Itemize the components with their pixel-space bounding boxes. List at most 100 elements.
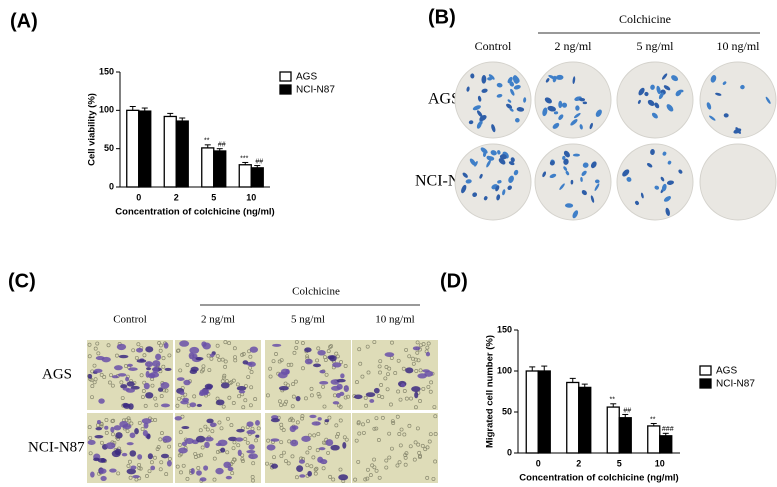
x-tick-label: 10 xyxy=(246,192,256,202)
pore xyxy=(357,347,362,352)
cell xyxy=(206,418,214,424)
cell xyxy=(111,375,119,379)
cell xyxy=(149,372,160,378)
bar xyxy=(606,406,620,454)
cell xyxy=(117,373,127,377)
pore xyxy=(159,460,164,465)
cell xyxy=(498,158,506,165)
cell xyxy=(199,389,210,396)
cell xyxy=(542,171,547,178)
cell xyxy=(184,437,194,445)
cell xyxy=(650,149,655,156)
pore xyxy=(233,355,237,360)
pore xyxy=(426,341,431,346)
pore xyxy=(286,461,291,466)
cell xyxy=(285,369,290,375)
pore xyxy=(102,375,107,379)
cell xyxy=(94,435,104,439)
pore xyxy=(398,443,403,448)
cell xyxy=(575,105,580,111)
cell xyxy=(474,161,478,167)
pore xyxy=(315,448,320,453)
cell xyxy=(160,403,171,408)
pore xyxy=(279,425,284,430)
cell xyxy=(290,439,299,447)
pore xyxy=(199,369,204,374)
pore xyxy=(374,426,379,431)
cell xyxy=(581,190,587,196)
cell xyxy=(270,418,280,423)
cell xyxy=(661,183,667,192)
cell xyxy=(246,421,254,427)
y-tick-label: 0 xyxy=(109,181,114,191)
cell xyxy=(562,155,566,160)
pore xyxy=(254,438,258,443)
pore xyxy=(402,432,407,437)
row-label: NCI-N87 xyxy=(28,439,85,455)
pore xyxy=(210,429,215,434)
pore xyxy=(282,450,286,455)
cell xyxy=(270,438,280,442)
cell xyxy=(313,363,321,368)
cell xyxy=(298,459,306,464)
pore xyxy=(158,467,163,472)
pore xyxy=(402,389,407,393)
cell xyxy=(678,169,683,174)
cell xyxy=(656,85,661,95)
cell xyxy=(143,382,150,390)
cell xyxy=(507,76,513,84)
cell xyxy=(510,157,515,163)
pore xyxy=(384,465,389,470)
cell xyxy=(715,92,722,96)
cell xyxy=(296,465,304,473)
pore xyxy=(425,475,430,480)
pore xyxy=(376,438,381,442)
cell xyxy=(126,442,134,446)
pore xyxy=(316,431,321,436)
pore xyxy=(403,462,408,467)
pore xyxy=(344,437,349,442)
pore xyxy=(334,351,339,356)
pore xyxy=(295,475,299,480)
cell xyxy=(204,383,214,390)
cell xyxy=(235,437,244,442)
cell xyxy=(476,110,483,118)
cell xyxy=(114,448,122,456)
cell xyxy=(247,361,256,367)
cell xyxy=(513,169,519,176)
cell xyxy=(325,439,334,447)
cell xyxy=(136,347,144,353)
pore xyxy=(305,450,310,455)
pore xyxy=(181,463,186,468)
pore xyxy=(397,460,402,465)
significance-label: *** xyxy=(240,155,248,162)
pore xyxy=(415,340,420,345)
pore xyxy=(416,442,421,447)
legend-swatch xyxy=(279,71,292,82)
cell xyxy=(590,161,597,169)
cell xyxy=(220,447,226,453)
well-image xyxy=(699,143,777,221)
pore xyxy=(177,442,182,447)
cell xyxy=(96,420,101,425)
cell xyxy=(319,381,329,385)
bar xyxy=(537,370,551,454)
pore xyxy=(387,431,392,436)
cell xyxy=(155,353,162,361)
pore xyxy=(368,473,373,478)
pore xyxy=(107,380,112,385)
cell xyxy=(572,76,576,84)
pore xyxy=(322,404,327,409)
pore xyxy=(155,447,160,452)
pore xyxy=(200,445,205,450)
cell xyxy=(318,447,326,451)
cell xyxy=(710,74,717,83)
cell xyxy=(549,160,555,166)
pore xyxy=(87,354,92,359)
cell xyxy=(163,342,169,349)
pore xyxy=(387,455,392,460)
pore xyxy=(291,394,296,399)
cell xyxy=(654,185,660,190)
cell xyxy=(510,88,515,96)
cell xyxy=(353,394,363,400)
